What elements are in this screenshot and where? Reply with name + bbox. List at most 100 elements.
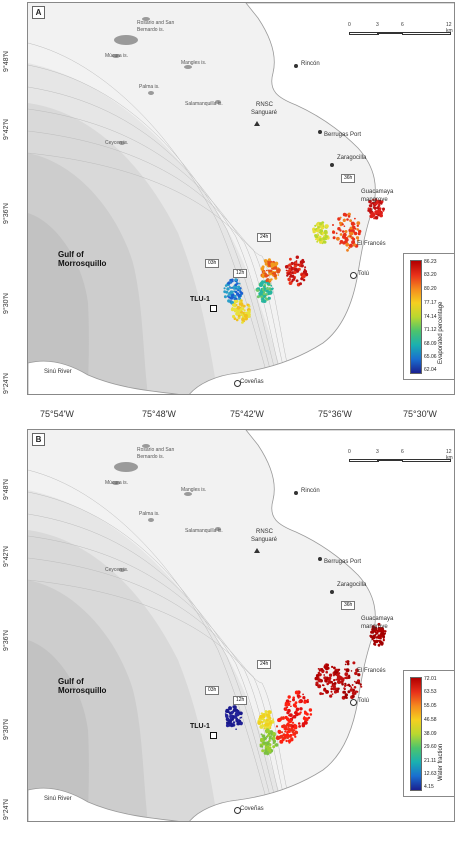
lat-tick: 9°36'N (2, 630, 10, 651)
legend-tick: 80.20 (424, 286, 437, 292)
gulf-label: Gulf of Morrosquillo (58, 250, 107, 268)
place-label-mucura: Múcura is. (105, 53, 129, 59)
island (215, 100, 221, 104)
colorbar-legend: 72.01 63.53 55.05 46.58 38.09 29.60 21.1… (403, 670, 454, 797)
place-label-guacamaya: Guacamaya (361, 189, 394, 195)
island (142, 17, 150, 21)
place-label-ceycen: Ceycen is. (105, 567, 129, 573)
place-label-covenas: Coveñas (240, 806, 264, 812)
place-label-tlu: TLU-1 (190, 723, 210, 730)
lat-tick: 9°48'N (2, 479, 10, 500)
spill-cloud (367, 198, 385, 220)
place-label-palma: Palma is. (139, 84, 160, 90)
place-label-rosario2: Bernardo is. (137, 454, 164, 460)
scale-unit: km (446, 455, 453, 461)
legend-tick: 83.20 (424, 272, 437, 278)
scale-tick: 12 (446, 22, 452, 28)
place-label-rosario: Rosario and San (137, 20, 175, 26)
bathymetry-contour (28, 213, 89, 394)
legend-tick: 71.12 (424, 327, 437, 333)
sinu-coast (28, 360, 179, 394)
island (184, 65, 192, 69)
lat-tick: 9°30'N (2, 719, 10, 740)
scale-tick: 6 (401, 449, 404, 455)
time-tag: 36h (341, 601, 356, 610)
gulf-label: Gulf of Morrosquillo (58, 677, 107, 695)
lat-tick: 9°30'N (2, 293, 10, 314)
legend-tick: 62.04 (424, 367, 437, 373)
scale-tick: 0 (348, 449, 351, 455)
lon-tick: 75°30'W (403, 409, 437, 419)
place-label-rincon: Rincón (301, 61, 320, 67)
lon-tick: 75°48'W (142, 409, 176, 419)
legend-title: Water fraction (438, 743, 444, 781)
town-marker (330, 163, 334, 167)
colorbar-ramp (410, 677, 422, 791)
depth-contour-line (28, 42, 273, 394)
map-panel-a: A 0 3 6 12 km Rosario and San Bernardo is… (27, 2, 455, 395)
scale-tick: 3 (376, 22, 379, 28)
island (114, 462, 138, 472)
panel-letter: A (32, 6, 45, 19)
depth-contour-line (28, 557, 291, 821)
time-tag: 03h (205, 259, 220, 268)
island (112, 54, 120, 58)
legend-tick: 72.01 (424, 676, 437, 682)
place-label-mucura: Múcura is. (105, 480, 129, 486)
sinu-coast (28, 787, 179, 821)
scale-tick: 12 (446, 449, 452, 455)
place-label-zaragocilla: Zaragocilla (337, 155, 367, 161)
place-label-elfrances: El Francés (357, 668, 386, 674)
mainland-coast (189, 430, 454, 821)
legend-tick: 21.11 (424, 758, 437, 764)
island (184, 492, 192, 496)
island (119, 141, 125, 145)
bathymetry-contour (28, 640, 89, 821)
place-label-tlu: TLU-1 (190, 296, 210, 303)
place-label-rnsc: RNSC (256, 529, 274, 535)
town-marker (234, 807, 241, 814)
time-tag: 03h (205, 686, 220, 695)
station-marker (210, 732, 217, 739)
island (114, 35, 138, 45)
spill-cloud (333, 660, 363, 700)
scale-tick: 6 (401, 22, 404, 28)
place-label-sinu: Sinú River (44, 796, 72, 802)
lon-tick: 75°36'W (318, 409, 352, 419)
spill-cloud (275, 716, 299, 744)
lat-tick: 9°48'N (2, 51, 10, 72)
legend-tick: 77.17 (424, 300, 437, 306)
scale-bar: 0 3 6 12 km (346, 449, 454, 463)
spill-cloud (259, 728, 279, 756)
town-marker (350, 272, 357, 279)
time-tag: 36h (341, 174, 356, 183)
place-label-palma: Palma is. (139, 511, 160, 517)
legend-tick: 29.60 (424, 744, 437, 750)
legend-tick: 68.09 (424, 341, 437, 347)
mainland-coast (189, 3, 454, 394)
spill-cloud (230, 299, 251, 324)
place-label-tolu: Tolú (358, 698, 370, 704)
spill-cloud (284, 255, 309, 287)
legend-tick: 55.05 (424, 703, 437, 709)
legend-tick: 86.23 (424, 259, 437, 265)
spill-cloud (283, 690, 313, 730)
legend-tick: 63.53 (424, 689, 437, 695)
legend-tick: 38.09 (424, 731, 437, 737)
depth-contour-line (28, 130, 291, 394)
legend-title: Evaporated percentage (438, 301, 444, 364)
spill-cloud (255, 279, 274, 303)
time-tag: 24h (257, 233, 272, 242)
scale-tick: 3 (376, 449, 379, 455)
town-marker (318, 130, 322, 134)
map-panel-b: B 0 3 6 12 km Rosario and San Bernardo is… (27, 429, 455, 822)
place-label-mangrove: mangrove (361, 197, 388, 203)
spill-cloud (314, 663, 341, 698)
place-label-rosario: Rosario and San (137, 447, 175, 453)
place-label-rnsc: RNSC (256, 102, 274, 108)
depth-contour-line (28, 491, 278, 821)
map-canvas-b (28, 430, 454, 821)
lon-tick: 75°42'W (230, 409, 264, 419)
town-marker (350, 699, 357, 706)
colorbar-ramp (410, 260, 422, 374)
